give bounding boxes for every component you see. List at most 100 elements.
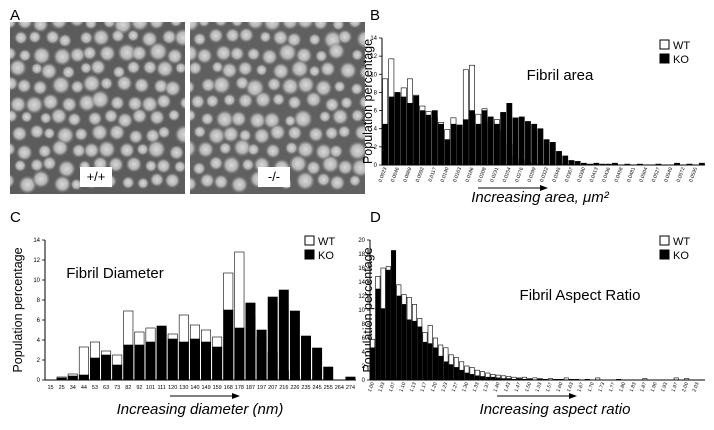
fibril xyxy=(90,89,111,110)
fibril xyxy=(261,48,279,66)
fibril xyxy=(233,138,252,157)
fibril xyxy=(296,140,315,159)
x-tick-label: 1.17 xyxy=(419,381,428,392)
x-tick-label: 34 xyxy=(70,385,76,391)
fibril xyxy=(161,29,177,45)
x-tick-label: 111 xyxy=(157,385,165,391)
fibril xyxy=(286,125,303,141)
x-tick-label: 130 xyxy=(179,385,188,391)
x-tick-label: 0.0549 xyxy=(663,166,674,183)
bar xyxy=(385,269,391,381)
fibril xyxy=(57,159,76,179)
fibril xyxy=(190,80,196,94)
y-tick-label: 14 xyxy=(370,36,377,42)
fibril xyxy=(324,97,340,113)
fibril xyxy=(52,47,72,67)
x-tick-label: 0.0046 xyxy=(390,166,401,183)
bar xyxy=(438,355,444,381)
y-tick-label: 8 xyxy=(37,298,41,304)
fibril xyxy=(133,77,150,94)
fibril xyxy=(190,139,197,158)
arrow-head xyxy=(569,393,577,399)
fibril xyxy=(218,141,232,155)
legend-label: KO xyxy=(318,250,334,262)
panel-letter: C xyxy=(10,209,21,226)
fibril xyxy=(196,47,213,65)
fibril xyxy=(108,123,126,141)
fibril xyxy=(337,159,354,176)
y-tick-label: 2 xyxy=(37,358,41,364)
fibril xyxy=(130,44,148,62)
bar xyxy=(518,116,525,166)
fibril xyxy=(70,79,85,94)
y-tick-label: 14 xyxy=(358,280,365,286)
x-tick-label: 255 xyxy=(324,385,333,391)
y-tick-label: 4 xyxy=(362,350,366,356)
fibril xyxy=(16,22,33,30)
bar xyxy=(278,289,289,381)
fibril xyxy=(255,63,268,77)
y-tick-label: 20 xyxy=(358,238,365,244)
fibril xyxy=(79,30,94,45)
y-tick-label: 12 xyxy=(33,258,40,264)
bar xyxy=(531,123,538,166)
fibril xyxy=(29,158,44,173)
fibril xyxy=(174,61,185,74)
fibril xyxy=(220,61,238,79)
bar xyxy=(289,310,300,381)
fibril xyxy=(280,77,300,96)
x-tick-label: 274 xyxy=(346,385,355,391)
fibril xyxy=(208,27,224,44)
fibril xyxy=(15,144,33,161)
fibril xyxy=(328,144,344,159)
bar xyxy=(400,96,407,166)
fibril xyxy=(69,46,86,64)
fibril xyxy=(316,172,331,187)
fibril xyxy=(74,127,89,142)
fibril xyxy=(351,48,364,61)
fibril xyxy=(284,141,299,155)
fibril xyxy=(61,65,76,80)
fibril xyxy=(16,78,32,94)
bar xyxy=(453,367,459,381)
x-tick-label: 140 xyxy=(190,385,199,391)
x-tick-label: 1.37 xyxy=(482,381,491,392)
fibril xyxy=(164,79,182,98)
bar xyxy=(425,114,432,166)
fibril xyxy=(111,28,125,43)
fibril xyxy=(125,155,143,173)
bar xyxy=(380,308,386,381)
fibril xyxy=(118,142,136,159)
panel-letter: A xyxy=(10,7,20,24)
x-tick-label: 0.0140 xyxy=(440,166,451,183)
fibril xyxy=(169,22,183,28)
fibril xyxy=(190,60,203,76)
fibril xyxy=(10,22,17,29)
fibril xyxy=(83,142,100,159)
fibril xyxy=(266,76,282,92)
fibril xyxy=(318,110,332,123)
bar xyxy=(178,341,189,381)
y-tick-label: 10 xyxy=(33,278,40,284)
fibril xyxy=(321,154,340,174)
x-tick-label: 0.0595 xyxy=(688,166,699,183)
bar xyxy=(401,304,407,381)
fibril xyxy=(30,62,43,75)
legend-label: KO xyxy=(673,250,689,262)
fibril xyxy=(215,109,235,129)
y-tick-label: 6 xyxy=(362,336,366,342)
x-tick-label: 1.30 xyxy=(461,381,470,392)
bar xyxy=(245,302,256,381)
bar xyxy=(413,95,420,166)
fibril xyxy=(99,76,114,91)
bar xyxy=(407,103,413,166)
panel-letter: D xyxy=(370,209,381,226)
fibril xyxy=(355,29,365,49)
legend-swatch xyxy=(304,249,315,260)
x-tick-label: 1.40 xyxy=(493,381,502,392)
fibril xyxy=(337,124,351,139)
x-tick-label: 1.13 xyxy=(409,381,418,392)
fibril xyxy=(28,30,42,44)
fibril xyxy=(259,30,272,44)
fibril xyxy=(308,33,322,46)
